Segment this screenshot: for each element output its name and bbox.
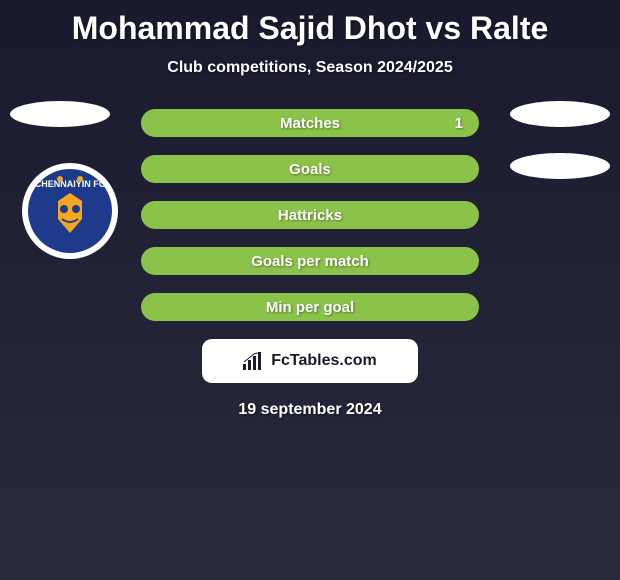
bar-hattricks: Hattricks (141, 201, 479, 229)
bar-label: Matches (280, 115, 340, 132)
player-badge-left (10, 101, 110, 127)
bar-goals: Goals (141, 155, 479, 183)
player-badge-right-1 (510, 101, 610, 127)
bar-value: 1 (455, 115, 463, 132)
bar-label: Min per goal (266, 299, 354, 316)
footer-brand-box: FcTables.com (202, 339, 418, 383)
chart-area: CHENNAIYIN FC Matches 1 Goals Hattricks … (0, 109, 620, 419)
bar-label: Goals per match (251, 253, 369, 270)
club-logo-text: CHENNAIYIN FC (35, 179, 106, 189)
date-text: 19 september 2024 (0, 401, 620, 419)
player-badge-right-2 (510, 153, 610, 179)
bars-container: Matches 1 Goals Hattricks Goals per matc… (141, 109, 479, 321)
bar-label: Goals (289, 161, 331, 178)
chart-icon (243, 352, 265, 370)
bar-label: Hattricks (278, 207, 342, 224)
bar-min-per-goal: Min per goal (141, 293, 479, 321)
bar-matches: Matches 1 (141, 109, 479, 137)
club-logo-svg: CHENNAIYIN FC (20, 161, 120, 261)
page-subtitle: Club competitions, Season 2024/2025 (0, 59, 620, 77)
footer-brand-text: FcTables.com (271, 352, 377, 370)
club-logo: CHENNAIYIN FC (20, 161, 120, 261)
page-title: Mohammad Sajid Dhot vs Ralte (0, 0, 620, 47)
bar-goals-per-match: Goals per match (141, 247, 479, 275)
